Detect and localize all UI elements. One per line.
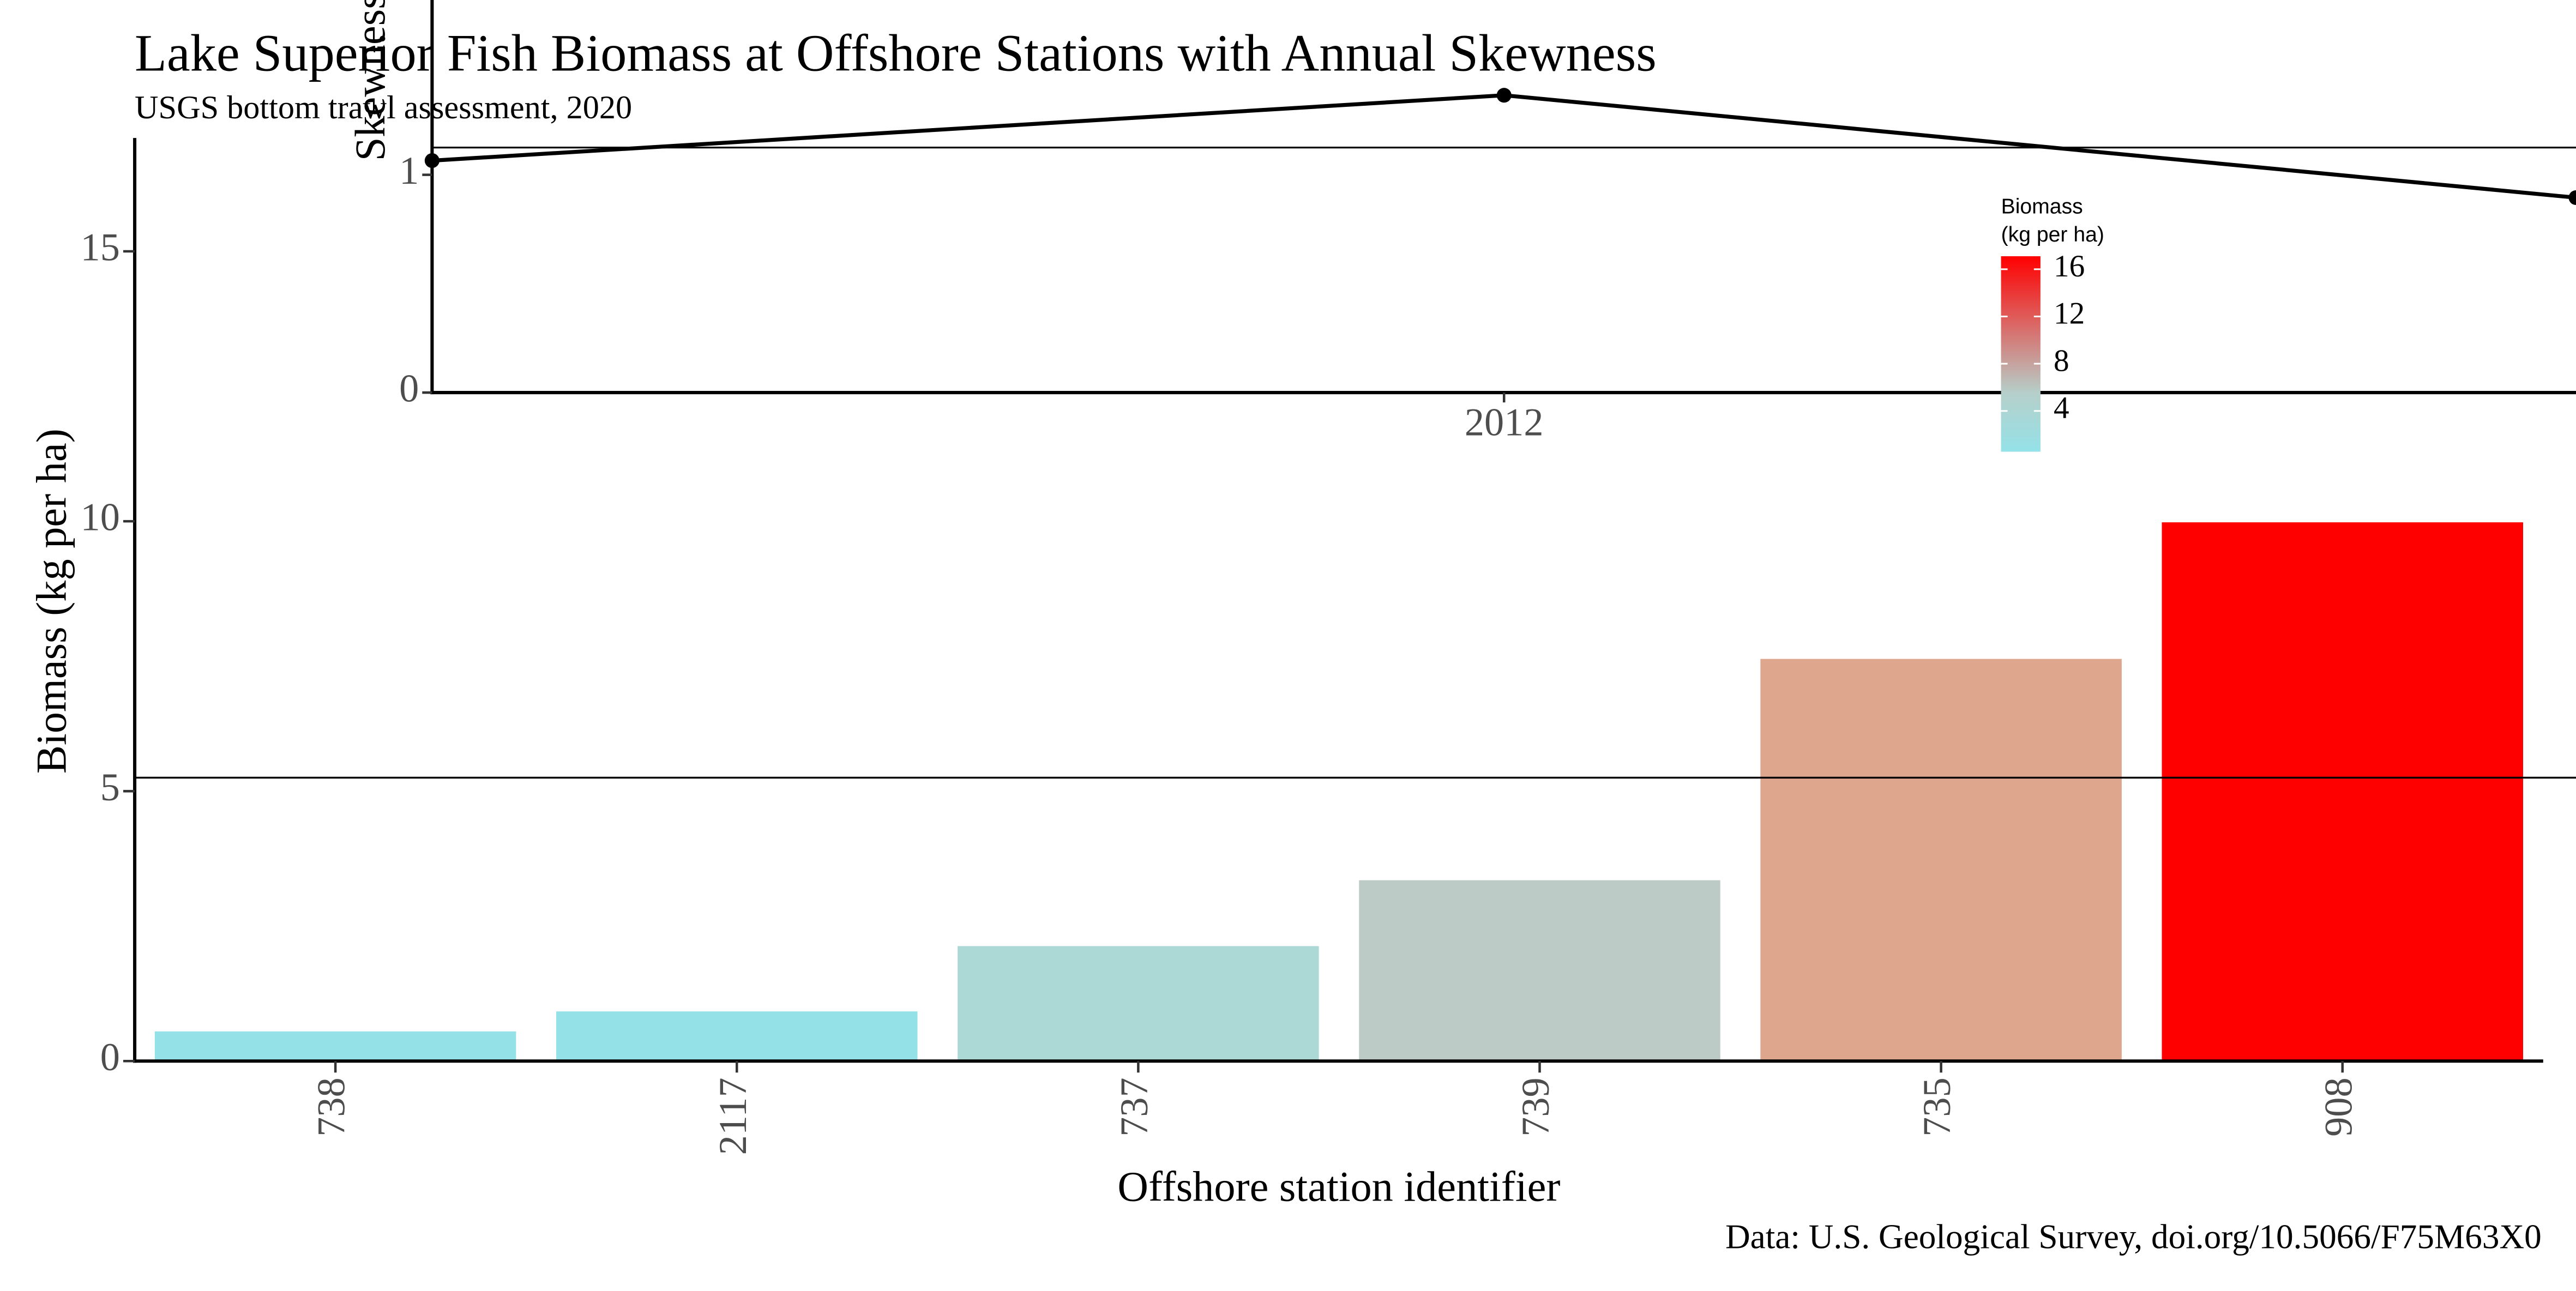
bar-739 bbox=[1359, 880, 1720, 1061]
y-tick-label: 10 bbox=[81, 496, 120, 539]
bar-737 bbox=[958, 946, 1319, 1061]
inset-x-ticks: 2012 bbox=[1465, 393, 1544, 444]
legend-ticks: 16 12 8 4 bbox=[2001, 249, 2085, 425]
inset-y-ticks: 01 bbox=[399, 149, 432, 411]
inset-x-tick-label: 2012 bbox=[1465, 400, 1544, 444]
legend-label: 4 bbox=[2054, 391, 2069, 425]
legend-title-line1: Biomass bbox=[2001, 195, 2083, 219]
bar-series bbox=[154, 522, 2524, 1061]
x-tick-label: 739 bbox=[1514, 1077, 1557, 1136]
bar-2117 bbox=[556, 1011, 918, 1061]
x-tick-label: 908 bbox=[2316, 1077, 2360, 1136]
legend-label: 8 bbox=[2054, 343, 2069, 378]
legend-colorbar bbox=[2001, 256, 2041, 452]
inset-background bbox=[430, 0, 2576, 393]
x-tick-label: 737 bbox=[1112, 1077, 1156, 1136]
bar-735 bbox=[1760, 659, 2122, 1061]
y-tick-label: 15 bbox=[81, 226, 120, 269]
color-legend: Biomass (kg per ha) 16 12 8 4 bbox=[2001, 195, 2104, 452]
inset-skewness-panel: 01 2012 Skewness bbox=[346, 0, 2576, 444]
bar-738 bbox=[154, 1031, 516, 1061]
chart-subtitle: USGS bottom trawl assessment, 2020 bbox=[135, 89, 632, 126]
x-tick-label: 735 bbox=[1915, 1077, 1959, 1136]
bar-908 bbox=[2162, 522, 2524, 1061]
main-y-ticks: 0 5 10 15 bbox=[81, 226, 135, 1079]
skewness-point-2012 bbox=[1496, 88, 1512, 103]
main-y-axis-title: Biomass (kg per ha) bbox=[28, 429, 75, 774]
x-tick-label: 738 bbox=[310, 1077, 353, 1136]
x-tick-label: 2117 bbox=[711, 1077, 755, 1155]
inset-y-tick-label: 0 bbox=[399, 367, 419, 411]
skewness-point-2013 bbox=[2568, 190, 2576, 206]
chart-caption: Data: U.S. Geological Survey, doi.org/10… bbox=[1725, 1218, 2542, 1256]
inset-y-tick-label: 1 bbox=[399, 149, 419, 192]
chart-title: Lake Superior Fish Biomass at Offshore S… bbox=[135, 24, 1657, 82]
inset-y-axis-title: Skewness bbox=[346, 0, 394, 161]
y-tick-label: 5 bbox=[100, 765, 120, 809]
legend-label: 16 bbox=[2054, 249, 2085, 283]
y-tick-label: 0 bbox=[100, 1035, 120, 1079]
main-x-ticks: 738 2117 737 739 735 908 bbox=[310, 1061, 2360, 1155]
legend-title-line2: (kg per ha) bbox=[2001, 223, 2104, 246]
main-x-axis-title: Offshore station identifier bbox=[1117, 1162, 1560, 1210]
legend-label: 12 bbox=[2054, 297, 2085, 331]
